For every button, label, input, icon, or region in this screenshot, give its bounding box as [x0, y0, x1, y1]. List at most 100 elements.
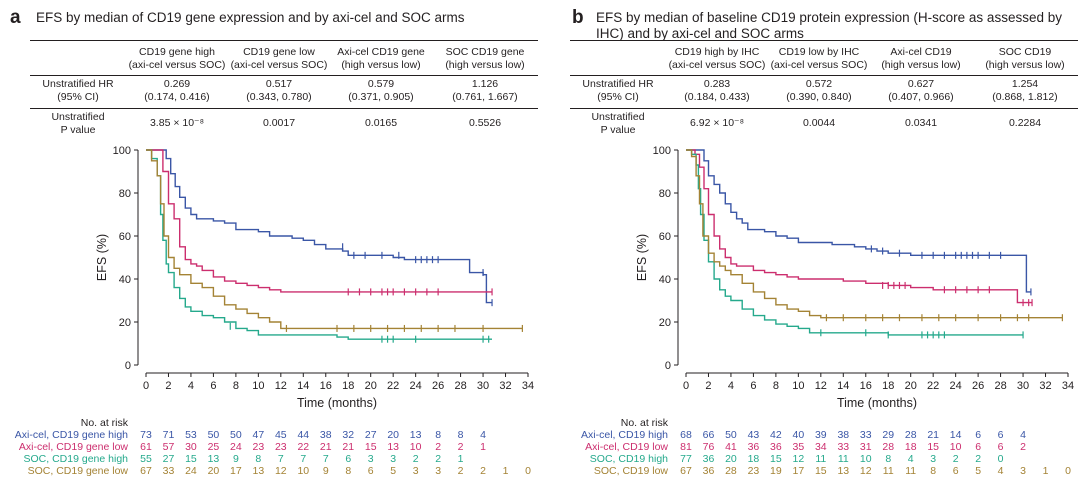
x-tick-label: 24	[950, 380, 962, 392]
risk-count: 67	[140, 465, 152, 477]
risk-count: 7	[300, 453, 306, 465]
x-tick-label: 10	[252, 380, 264, 392]
risk-count: 12	[793, 453, 805, 465]
risk-count: 8	[930, 465, 936, 477]
table-rule	[30, 108, 538, 109]
risk-count: 5	[390, 465, 396, 477]
risk-count: 38	[837, 429, 849, 441]
y-tick-label: 80	[119, 188, 131, 200]
hr-value: 0.269 (0.174, 0.416)	[144, 78, 210, 103]
risk-count: 6	[368, 465, 374, 477]
risk-count: 73	[140, 429, 152, 441]
risk-count: 29	[882, 429, 894, 441]
risk-count: 36	[770, 441, 782, 453]
risk-count: 31	[860, 441, 872, 453]
hr-row-label: Unstratified HR (95% CI)	[582, 78, 654, 103]
y-tick-label: 0	[125, 360, 131, 372]
risk-row-label: SOC, CD19 gene low	[28, 465, 129, 477]
risk-count: 5	[975, 465, 981, 477]
risk-count: 2	[975, 453, 981, 465]
risk-count: 0	[525, 465, 531, 477]
risk-count: 50	[230, 429, 242, 441]
survival-curve	[146, 149, 523, 330]
risk-count: 1	[1043, 465, 1049, 477]
risk-count: 47	[253, 429, 265, 441]
x-tick-label: 32	[1039, 380, 1051, 392]
risk-count: 8	[885, 453, 891, 465]
risk-count: 14	[950, 429, 962, 441]
survival-curve	[146, 149, 492, 293]
risk-count: 22	[297, 441, 309, 453]
panel-b: b EFS by median of baseline CD19 protein…	[540, 0, 1080, 493]
column-header: Axi-cel CD19 gene (high versus low)	[337, 46, 425, 71]
risk-count: 3	[413, 465, 419, 477]
column-header: SOC CD19 gene (high versus low)	[445, 46, 525, 71]
x-tick-label: 6	[210, 380, 216, 392]
risk-row-label: Axi-cel, CD19 high	[581, 429, 668, 441]
x-tick-label: 6	[750, 380, 756, 392]
risk-count: 3	[930, 453, 936, 465]
y-tick-label: 20	[659, 317, 671, 329]
x-tick-label: 0	[143, 380, 149, 392]
panel-a: a EFS by median of CD19 gene expression …	[10, 7, 538, 477]
risk-count: 11	[883, 465, 894, 477]
risk-count: 61	[140, 441, 152, 453]
risk-count: 50	[725, 429, 737, 441]
risk-count: 53	[185, 429, 197, 441]
risk-count: 2	[413, 453, 419, 465]
x-tick-label: 30	[1017, 380, 1029, 392]
risk-count: 18	[905, 441, 917, 453]
risk-count: 8	[435, 429, 441, 441]
risk-header: No. at risk	[621, 417, 669, 429]
survival-curve	[686, 149, 1031, 293]
survival-curve	[686, 149, 1024, 336]
risk-count: 24	[185, 465, 197, 477]
risk-count: 6	[998, 429, 1004, 441]
risk-count: 0	[1065, 465, 1071, 477]
hr-value: 0.283 (0.184, 0.433)	[684, 78, 750, 103]
y-tick-label: 80	[659, 188, 671, 200]
survival-curve	[686, 149, 1032, 304]
x-tick-label: 34	[1062, 380, 1074, 392]
y-tick-label: 100	[653, 145, 671, 157]
y-tick-label: 40	[659, 274, 671, 286]
risk-count: 36	[703, 465, 715, 477]
hr-value: 0.627 (0.407, 0.966)	[888, 78, 954, 103]
risk-count: 42	[770, 429, 782, 441]
table-rule	[570, 40, 1078, 41]
risk-count: 1	[480, 441, 486, 453]
risk-count: 20	[387, 429, 399, 441]
x-axis-label: Time (months)	[837, 396, 917, 410]
x-tick-label: 16	[860, 380, 872, 392]
risk-count: 2	[480, 465, 486, 477]
p-row-label: Unstratified P value	[591, 111, 645, 136]
x-tick-label: 22	[927, 380, 939, 392]
risk-count: 44	[297, 429, 309, 441]
risk-count: 15	[365, 441, 377, 453]
risk-count: 41	[725, 441, 737, 453]
hr-value: 1.254 (0.868, 1.812)	[992, 78, 1058, 103]
risk-count: 13	[208, 453, 220, 465]
x-tick-label: 8	[233, 380, 239, 392]
survival-curve	[146, 149, 492, 304]
risk-count: 67	[680, 465, 692, 477]
risk-count: 13	[253, 465, 265, 477]
risk-count: 38	[320, 429, 332, 441]
risk-count: 8	[345, 465, 351, 477]
risk-count: 24	[230, 441, 242, 453]
y-tick-label: 40	[119, 274, 131, 286]
risk-count: 25	[208, 441, 220, 453]
risk-count: 21	[342, 441, 354, 453]
x-tick-label: 4	[188, 380, 194, 392]
risk-count: 3	[368, 453, 374, 465]
hr-value: 0.572 (0.390, 0.840)	[786, 78, 852, 103]
risk-count: 19	[770, 465, 782, 477]
column-header: SOC CD19 (high versus low)	[985, 46, 1065, 71]
x-tick-label: 14	[837, 380, 849, 392]
risk-count: 27	[163, 453, 175, 465]
risk-count: 2	[953, 453, 959, 465]
risk-count: 12	[275, 465, 287, 477]
risk-count: 4	[480, 429, 486, 441]
risk-count: 2	[435, 441, 441, 453]
